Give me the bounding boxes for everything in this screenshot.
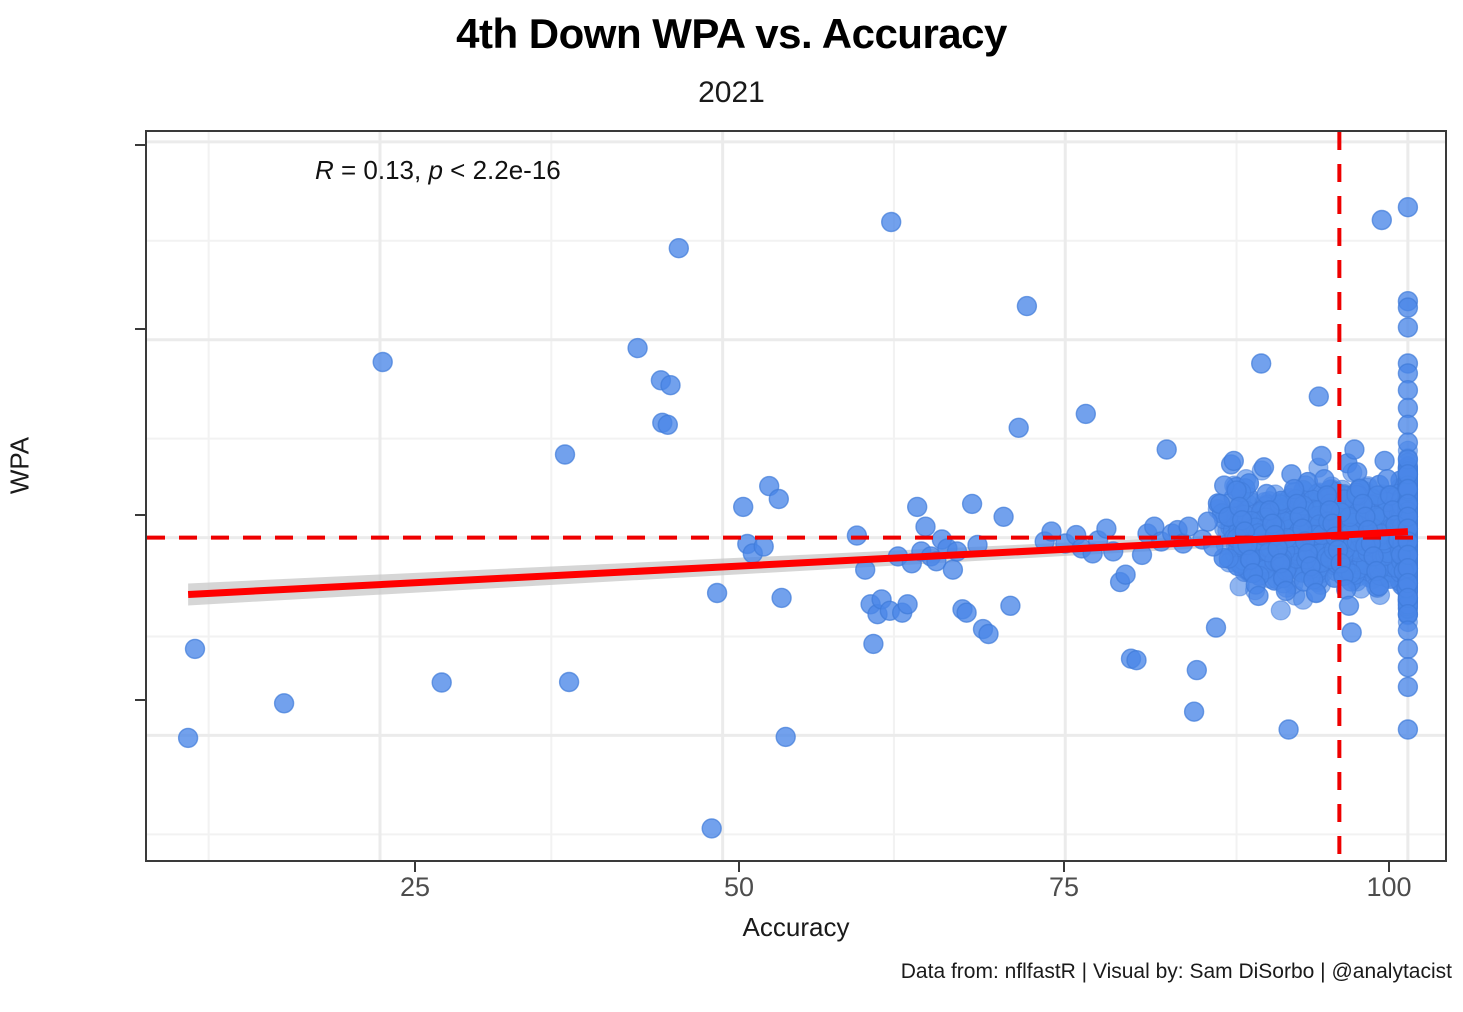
- y-tick-mark: [135, 699, 145, 701]
- x-axis-title: Accuracy: [742, 912, 850, 942]
- x-tick-mark: [1063, 862, 1065, 872]
- correlation-annotation: R = 0.13, p < 2.2e-16: [315, 155, 561, 186]
- y-tick-mark: [135, 328, 145, 330]
- r-symbol: R: [315, 155, 334, 185]
- x-tick-label: 50: [723, 872, 755, 902]
- plot-panel: [145, 130, 1447, 862]
- scatter-plot-svg: [147, 132, 1445, 860]
- x-tick-label: 75: [1048, 872, 1080, 902]
- x-tick-mark: [414, 862, 416, 872]
- y-tick-mark: [135, 514, 145, 516]
- x-tick-label: 100: [1366, 872, 1412, 902]
- p-value: < 2.2e-16: [442, 155, 561, 185]
- r-value: = 0.13,: [333, 155, 429, 185]
- x-tick-mark: [738, 862, 740, 872]
- chart-subtitle: 2021: [698, 76, 765, 109]
- x-tick-label: 25: [399, 872, 431, 902]
- p-symbol: p: [428, 155, 443, 185]
- x-tick-mark: [1388, 862, 1390, 872]
- page-title: 4th Down WPA vs. Accuracy: [456, 10, 1007, 57]
- y-axis-title: WPA: [4, 436, 35, 495]
- y-tick-mark: [135, 144, 145, 146]
- chart-caption: Data from: nflfastR | Visual by: Sam DiS…: [900, 960, 1452, 983]
